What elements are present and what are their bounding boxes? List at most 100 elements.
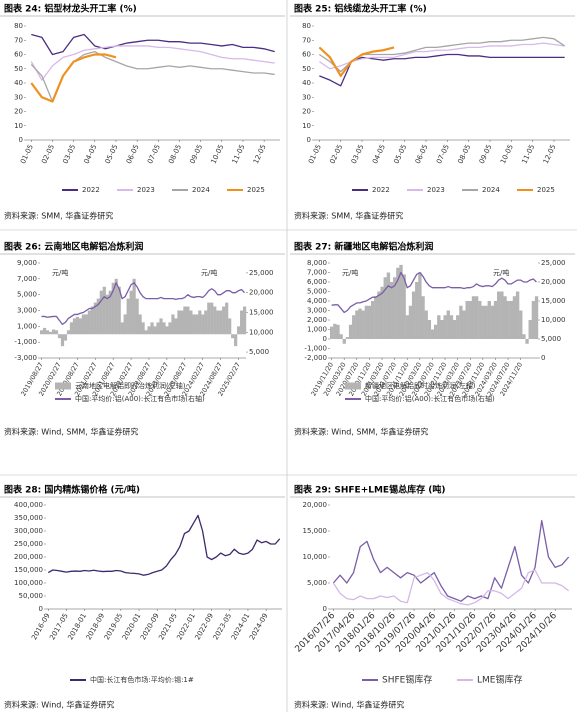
- profit-bar: [437, 315, 441, 339]
- profit-bar: [430, 329, 435, 339]
- y2-tick-label: 15,000: [541, 297, 566, 305]
- y-tick-label: 2,000: [307, 316, 327, 324]
- series-line: [331, 271, 537, 314]
- profit-bar: [228, 318, 232, 335]
- profit-bar: [45, 330, 50, 335]
- profit-bar: [123, 314, 127, 335]
- profit-bar: [129, 290, 133, 335]
- legend-label: SHFE锡库存: [382, 674, 432, 686]
- profit-bar: [484, 305, 488, 339]
- profit-bar: [374, 296, 378, 339]
- profit-bar: [201, 314, 205, 335]
- profit-bar: [51, 329, 56, 335]
- source-note: 资料来源: Wind, 华鑫证券研究: [4, 700, 114, 710]
- y-tick-label: -2,000: [304, 354, 327, 362]
- y2-tick-label: 15,000: [249, 308, 274, 316]
- profit-bar: [462, 310, 466, 339]
- profit-bar: [111, 282, 115, 335]
- series-line: [319, 53, 565, 87]
- y2-tick-label: 10,000: [541, 316, 566, 324]
- profit-bar: [126, 298, 130, 335]
- profit-bar: [512, 296, 517, 339]
- y-tick-label: 9,000: [17, 259, 37, 267]
- y2-tick-label: 20,000: [249, 289, 274, 297]
- profit-bar: [471, 296, 476, 339]
- chart-panel: 图表 24: 铝型材龙头开工率 (%) 资料来源: SMM, 华鑫证券研究 0 10 2…: [0, 3, 285, 221]
- chart-title: 图表 28: 国内精炼锡价格 (元/吨): [4, 484, 140, 496]
- y-tick-label: 350,000: [14, 514, 43, 522]
- profit-bar: [162, 322, 166, 335]
- profit-bar: [481, 305, 485, 339]
- y-tick-label: 50,000: [19, 592, 44, 600]
- y-tick-label: -1,000: [14, 338, 37, 346]
- y-tick-label: 0: [19, 136, 23, 144]
- profit-bar: [355, 310, 359, 339]
- profit-bar: [367, 305, 372, 339]
- y-tick-label: 50: [302, 65, 311, 73]
- profit-bar: [515, 291, 520, 339]
- profit-bar: [364, 305, 369, 339]
- profit-bar: [99, 290, 103, 335]
- profit-bar: [383, 277, 387, 339]
- chart-title: 图表 27: 新疆地区电解铝冶炼利润: [294, 241, 433, 253]
- y2-tick-label: 0: [541, 354, 545, 362]
- profit-bar: [333, 323, 337, 339]
- y-tick-label: 0: [323, 335, 327, 343]
- x-tick-label: 11-05: [520, 143, 536, 165]
- x-tick-label: 02-05: [40, 143, 56, 165]
- legend-swatch: [345, 382, 361, 390]
- y-tick-label: 60: [302, 51, 311, 59]
- y-tick-label: 1,000: [307, 326, 327, 334]
- y-tick-label: 4,000: [307, 297, 327, 305]
- y-tick-label: 20: [302, 108, 311, 116]
- profit-bar: [156, 322, 160, 335]
- legend-label: 2025: [537, 186, 555, 194]
- profit-bar: [198, 310, 202, 335]
- source-note: 资料来源: Wind, SMM, 华鑫证券研究: [4, 427, 138, 437]
- y-tick-label: 400,000: [14, 501, 43, 509]
- profit-bar: [446, 310, 450, 339]
- x-tick-label: 04-05: [371, 143, 387, 165]
- profit-bar: [408, 305, 413, 339]
- profit-bar: [135, 298, 139, 335]
- profit-bar: [493, 301, 498, 339]
- legend-label: 2023: [137, 186, 155, 194]
- legend-label: 中国:平均价:铝(A00):长江有色市场(右轴): [365, 394, 495, 403]
- profit-bar: [487, 301, 491, 339]
- y-tick-label: 150,000: [14, 566, 43, 574]
- profit-bar: [204, 310, 208, 335]
- profit-bar: [192, 314, 196, 335]
- y-tick-label: 100,000: [14, 579, 43, 587]
- profit-bar: [114, 278, 118, 335]
- chart-title: 图表 26: 云南地区电解铝冶炼利润: [4, 241, 143, 253]
- profit-bar: [138, 314, 142, 335]
- profit-bar: [393, 277, 397, 339]
- legend-label: 2022: [82, 186, 100, 194]
- y2-tick-label: 25,000: [541, 259, 566, 267]
- profit-bar: [478, 301, 482, 339]
- profit-bar: [434, 324, 438, 339]
- profit-bar: [159, 318, 163, 335]
- profit-bar: [503, 296, 507, 339]
- profit-bar: [105, 294, 109, 335]
- y-tick-label: 0: [307, 136, 311, 144]
- y-tick-label: 10: [14, 122, 23, 130]
- y-tick-label: 20,000: [303, 501, 328, 509]
- source-note: 资料来源: Wind, SMM, 华鑫证券研究: [294, 427, 428, 437]
- profit-bar: [222, 306, 226, 335]
- x-tick-label: 12-05: [252, 143, 268, 165]
- profit-bar: [72, 318, 77, 335]
- y-tick-label: 0: [39, 605, 43, 613]
- profit-bar: [189, 310, 193, 335]
- y-tick-label: 10: [302, 122, 311, 130]
- profit-bar: [243, 306, 247, 335]
- series-line: [332, 569, 570, 606]
- profit-bar: [380, 286, 384, 339]
- series-line: [318, 36, 566, 73]
- profit-bar: [168, 322, 172, 335]
- profit-bar: [531, 301, 536, 339]
- profit-bar: [207, 302, 211, 335]
- x-tick-label: 05-05: [104, 143, 120, 165]
- profit-bar: [165, 326, 169, 335]
- y-tick-label: 200,000: [14, 553, 43, 561]
